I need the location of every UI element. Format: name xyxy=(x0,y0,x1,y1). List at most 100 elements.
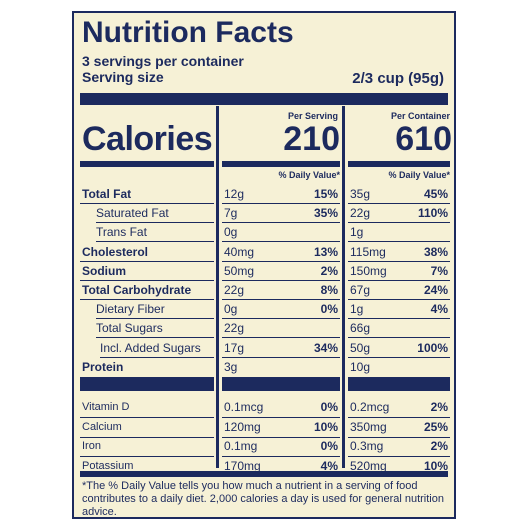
vitamin-container-daily-value: 25% xyxy=(423,420,448,434)
row-divider xyxy=(348,222,450,223)
daily-value-header-serving: % Daily Value* xyxy=(278,170,340,180)
nutrient-name: Sodium xyxy=(82,264,126,278)
row-divider xyxy=(80,261,214,262)
row-divider xyxy=(222,241,340,242)
vitamin-serving-daily-value: 0% xyxy=(320,400,338,414)
vitamin-serving-amount: 170mg xyxy=(224,459,261,473)
container-amount: 1g xyxy=(350,225,364,239)
row-divider xyxy=(222,261,340,262)
row-divider xyxy=(348,299,450,300)
calories-bar-2 xyxy=(222,161,340,167)
serving-amount: 12g xyxy=(224,187,245,201)
servings-per-container: 3 servings per container xyxy=(82,53,244,69)
per-container-calories: 610 xyxy=(395,120,452,158)
serving-amount: 0g xyxy=(224,225,238,239)
serving-amount: 22g xyxy=(224,283,245,297)
container-daily-value: 24% xyxy=(423,283,448,297)
nutrient-name: Protein xyxy=(82,360,124,374)
row-divider xyxy=(222,203,340,204)
row-divider xyxy=(348,437,450,438)
row-divider xyxy=(80,437,214,438)
row-divider xyxy=(80,417,214,418)
container-daily-value: 38% xyxy=(423,245,448,259)
row-divider xyxy=(100,357,214,358)
row-divider xyxy=(222,337,340,338)
container-amount: 50g xyxy=(350,341,371,355)
calories-bar-3 xyxy=(348,161,450,167)
container-daily-value: 100% xyxy=(417,341,448,355)
serving-amount: 0g xyxy=(224,302,238,316)
row-divider xyxy=(80,299,214,300)
vitamin-name: Calcium xyxy=(82,421,122,433)
container-amount: 67g xyxy=(350,283,371,297)
nutrient-name: Trans Fat xyxy=(96,225,147,239)
vitamin-container-amount: 0.2mcg xyxy=(350,400,390,414)
serving-size-value: 2/3 cup (95g) xyxy=(352,70,444,87)
column-divider-1 xyxy=(216,106,219,468)
vitamin-serving-daily-value: 4% xyxy=(320,459,338,473)
serving-daily-value: 13% xyxy=(313,245,338,259)
nutrient-name: Total Sugars xyxy=(96,321,163,335)
nutrient-name: Cholesterol xyxy=(82,245,149,259)
vitamin-serving-daily-value: 10% xyxy=(313,420,338,434)
container-amount: 35g xyxy=(350,187,371,201)
thick-divider-bottom xyxy=(80,471,448,477)
thick-divider-middle-2 xyxy=(222,377,340,391)
row-divider xyxy=(348,261,450,262)
vitamin-name: Potassium xyxy=(82,460,134,472)
serving-daily-value: 15% xyxy=(313,187,338,201)
serving-daily-value: 0% xyxy=(320,302,338,316)
serving-daily-value: 2% xyxy=(320,264,338,278)
row-divider xyxy=(222,299,340,300)
row-divider xyxy=(222,318,340,319)
container-amount: 115mg xyxy=(350,245,386,259)
vitamin-name: Iron xyxy=(82,440,101,452)
calories-bar-1 xyxy=(80,161,214,167)
row-divider xyxy=(222,437,340,438)
row-divider xyxy=(348,318,450,319)
row-divider xyxy=(222,456,340,457)
thick-divider-top xyxy=(80,93,448,105)
row-divider xyxy=(222,280,340,281)
container-amount: 66g xyxy=(350,321,371,335)
nutrient-name: Saturated Fat xyxy=(96,206,169,220)
calories-label: Calories xyxy=(82,120,213,158)
container-daily-value: 45% xyxy=(423,187,448,201)
container-daily-value: 7% xyxy=(430,264,448,278)
nutrient-name: Dietary Fiber xyxy=(96,302,165,316)
container-daily-value: 4% xyxy=(430,302,448,316)
serving-daily-value: 8% xyxy=(320,283,338,297)
row-divider xyxy=(80,203,214,204)
vitamin-container-amount: 520mg xyxy=(350,459,387,473)
footnote: *The % Daily Value tells you how much a … xyxy=(82,480,444,518)
nutrient-name: Incl. Added Sugars xyxy=(100,341,201,355)
row-divider xyxy=(348,241,450,242)
vitamin-container-daily-value: 2% xyxy=(430,400,448,414)
daily-value-header-container: % Daily Value* xyxy=(388,170,450,180)
per-serving-label: Per Serving xyxy=(287,111,338,121)
per-serving-calories: 210 xyxy=(283,120,340,158)
vitamin-name: Vitamin D xyxy=(82,401,130,413)
container-amount: 1g xyxy=(350,302,364,316)
serving-amount: 7g xyxy=(224,206,238,220)
vitamin-serving-amount: 0.1mcg xyxy=(224,400,264,414)
row-divider xyxy=(80,456,214,457)
container-amount: 150mg xyxy=(350,264,387,278)
row-divider xyxy=(222,222,340,223)
vitamin-container-daily-value: 2% xyxy=(430,439,448,453)
vitamin-serving-daily-value: 0% xyxy=(320,439,338,453)
row-divider xyxy=(348,417,450,418)
row-divider xyxy=(96,241,214,242)
row-divider xyxy=(348,456,450,457)
row-divider xyxy=(96,222,214,223)
serving-size-label: Serving size xyxy=(82,69,164,85)
nutrition-facts-title: Nutrition Facts xyxy=(82,16,294,49)
row-divider xyxy=(348,357,450,358)
serving-daily-value: 34% xyxy=(313,341,338,355)
thick-divider-middle xyxy=(80,377,214,391)
container-daily-value: 110% xyxy=(417,206,448,220)
row-divider xyxy=(80,280,214,281)
serving-amount: 22g xyxy=(224,321,245,335)
row-divider xyxy=(348,203,450,204)
serving-amount: 17g xyxy=(224,341,245,355)
